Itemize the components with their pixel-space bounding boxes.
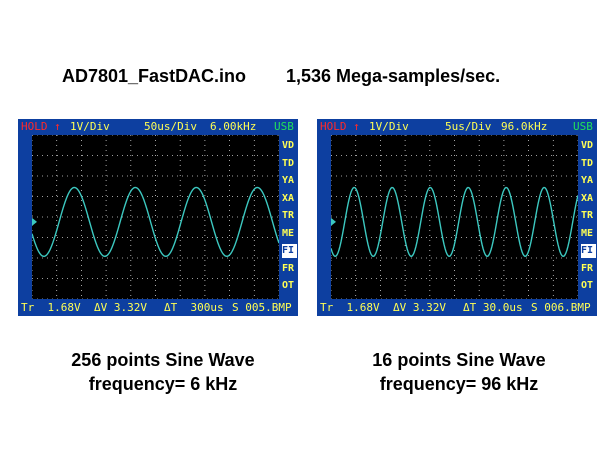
menu-item-td[interactable]: TD xyxy=(282,157,295,169)
trigger-level: Tr 1.68V xyxy=(320,301,380,314)
frequency-readout: 6.00kHz xyxy=(210,120,257,133)
scope-display xyxy=(331,135,578,299)
sine-trace xyxy=(331,186,578,258)
caption-frequency: frequency= 96 kHz xyxy=(379,374,539,394)
usb-indicator: USB xyxy=(274,120,294,133)
saved-file-name: S 005.BMP xyxy=(232,301,292,314)
page-heading: AD7801_FastDAC.ino 1,536 Mega-samples/se… xyxy=(0,66,616,90)
waveform-plot xyxy=(32,135,279,299)
sample-rate: 1,536 Mega-samples/sec. xyxy=(286,66,501,86)
menu-item-tr[interactable]: TR xyxy=(581,210,594,221)
scope-top-bar: HOLD ↑ 1V/Div 5us/Div 96.0kHz USB xyxy=(317,119,597,135)
caption-points: 256 points Sine Wave xyxy=(71,350,255,370)
hold-status: HOLD ↑ xyxy=(21,120,61,133)
delta-v-readout: ΔV 3.32V xyxy=(94,301,147,314)
caption-96khz: 16 points Sine Wave frequency= 96 kHz xyxy=(322,348,596,396)
menu-item-vd[interactable]: VD xyxy=(282,140,295,151)
sine-trace xyxy=(32,186,279,258)
trigger-marker-icon xyxy=(32,217,37,226)
usb-indicator: USB xyxy=(573,120,593,133)
delta-t-readout: ΔT 30.0us xyxy=(463,301,523,314)
volts-per-div: 1V/Div xyxy=(369,120,409,133)
volts-per-div: 1V/Div xyxy=(70,120,110,133)
scope-display xyxy=(32,135,279,299)
saved-file-name: S 006.BMP xyxy=(531,301,591,314)
hold-status: HOLD ↑ xyxy=(320,120,360,133)
menu-item-me[interactable]: ME xyxy=(581,227,594,239)
oscilloscope-screen-6khz: HOLD ↑ 1V/Div 50us/Div 6.00kHz USB VD TD Y… xyxy=(18,119,298,316)
time-per-div: 50us/Div xyxy=(144,120,197,133)
menu-item-tr[interactable]: TR xyxy=(282,210,295,221)
menu-item-fi[interactable]: FI xyxy=(581,244,596,258)
delta-t-readout: ΔT 300us xyxy=(164,301,224,314)
time-per-div: 5us/Div xyxy=(445,120,492,133)
scope-side-menu: VD TD YA XA TR ME FI FR OT xyxy=(580,135,597,299)
caption-6khz: 256 points Sine Wave frequency= 6 kHz xyxy=(32,348,294,396)
menu-item-xa[interactable]: XA xyxy=(282,192,295,204)
menu-item-ot[interactable]: OT xyxy=(282,280,295,291)
menu-item-xa[interactable]: XA xyxy=(581,192,594,204)
menu-item-ya[interactable]: YA xyxy=(282,175,295,186)
menu-item-ya[interactable]: YA xyxy=(581,175,594,186)
scope-bottom-bar: Tr 1.68V ΔV 3.32V ΔT 300us S 005.BMP xyxy=(18,299,298,316)
oscilloscope-screen-96khz: HOLD ↑ 1V/Div 5us/Div 96.0kHz USB VD TD YA… xyxy=(317,119,597,316)
trigger-level: Tr 1.68V xyxy=(21,301,81,314)
menu-item-ot[interactable]: OT xyxy=(581,280,594,291)
menu-item-me[interactable]: ME xyxy=(282,227,295,239)
waveform-plot xyxy=(331,135,578,299)
trigger-marker-icon xyxy=(331,217,336,226)
scope-top-bar: HOLD ↑ 1V/Div 50us/Div 6.00kHz USB xyxy=(18,119,298,135)
menu-item-td[interactable]: TD xyxy=(581,157,594,169)
menu-item-fr[interactable]: FR xyxy=(581,262,594,274)
menu-item-vd[interactable]: VD xyxy=(581,140,594,151)
delta-v-readout: ΔV 3.32V xyxy=(393,301,446,314)
frequency-readout: 96.0kHz xyxy=(501,120,548,133)
scope-bottom-bar: Tr 1.68V ΔV 3.32V ΔT 30.0us S 006.BMP xyxy=(317,299,597,316)
scope-side-menu: VD TD YA XA TR ME FI FR OT xyxy=(281,135,298,299)
menu-item-fi[interactable]: FI xyxy=(282,244,297,258)
caption-points: 16 points Sine Wave xyxy=(372,350,546,370)
sketch-name: AD7801_FastDAC.ino xyxy=(62,66,247,86)
caption-frequency: frequency= 6 kHz xyxy=(88,374,238,394)
menu-item-fr[interactable]: FR xyxy=(282,262,295,274)
